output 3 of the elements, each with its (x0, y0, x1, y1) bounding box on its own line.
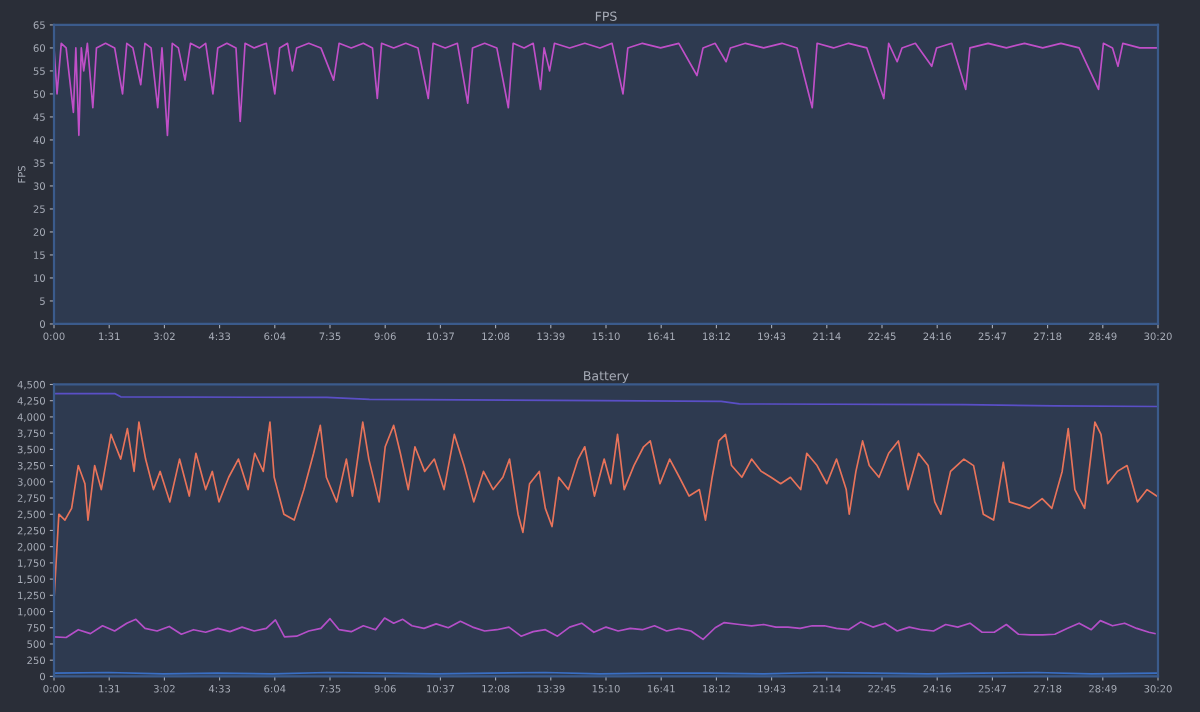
line-series (54, 42, 1158, 137)
line-series (54, 617, 1156, 641)
line-series (54, 392, 1158, 408)
